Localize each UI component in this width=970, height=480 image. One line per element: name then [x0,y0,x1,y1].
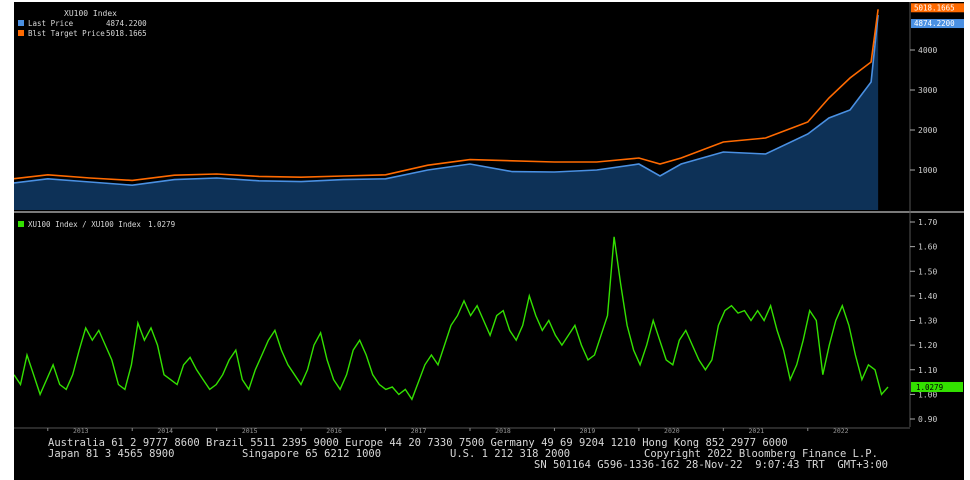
bottom-y-tick-label: 1.60 [918,243,937,252]
bottom-y-tick-label: 1.30 [918,317,937,326]
x-tick-label: 2013 [73,427,89,434]
ratio-legend-value: 1.0279 [148,220,175,229]
chart-frame: 1000 2000 3000 4000 5018.1665 4874.2200 XU100 … [14,2,964,480]
last-price-axis-value: 4874.2200 [914,19,955,28]
bottom-y-tick-label: 1.70 [918,218,937,227]
top-chart-title: XU100 Index [64,9,117,18]
bottom-panel-bg [14,214,964,427]
x-tick-label: 2020 [664,427,680,434]
target-price-legend-value: 5018.1665 [106,29,147,38]
ratio-axis-badge [911,381,963,392]
footer-session-line: SN 501164 G596-1336-162 28-Nov-22 9:07:4… [534,459,889,471]
target-price-legend-swatch [18,30,24,36]
x-tick-label: 2016 [326,427,342,434]
last-price-line [14,14,879,187]
top-y-tick-label: 3000 [918,86,937,95]
bottom-y-tick-label: 1.10 [918,366,937,375]
ratio-line [14,236,889,401]
last-price-axis-badge [911,19,964,29]
x-tick-label: 2014 [157,427,173,434]
last-price-legend-swatch [18,20,24,26]
footer-contacts-line1: Australia 61 2 9777 8600 Brazil 5511 239… [48,437,788,449]
bottom-y-tick-label: 1.40 [918,292,937,301]
bottom-y-tick-label: 1.50 [918,267,937,276]
footer-contacts-line2c: U.S. 1 212 318 2000 [450,448,571,460]
footer-copyright: Copyright 2022 Bloomberg Finance L.P. [644,448,878,460]
chart-svg: 10002000300040005018.16654874.2200XU100 … [14,2,964,434]
footer-contacts-line2b: Singapore 65 6212 1000 [242,448,382,460]
x-tick-label: 2019 [580,427,596,434]
target-price-axis-value: 5018.1665 [914,3,955,12]
target-price-legend-label: Blst Target Price [28,29,105,38]
ratio-legend-label: XU100 Index / XU100 Index [28,220,141,229]
bottom-y-tick-label: 1.00 [918,390,937,399]
target-price-line [14,9,879,182]
target-price-axis-badge [911,3,964,13]
bottom-y-tick-label: 1.20 [918,341,937,350]
x-tick-label: 2021 [749,427,765,434]
footer-contacts-line2a: Japan 81 3 4565 8900 [48,448,175,460]
last-price-area [14,15,879,210]
x-tick-label: 2018 [495,427,511,434]
last-price-legend-value: 4874.2200 [106,19,147,28]
footer: Australia 61 2 9777 8600 Brazil 5511 239… [14,434,964,480]
x-tick-label: 2015 [242,427,258,434]
top-y-tick-label: 2000 [918,126,937,135]
ratio-legend-swatch [18,221,24,227]
last-price-legend-label: Last Price [28,19,74,28]
top-y-tick-label: 4000 [918,46,937,55]
ratio-axis-value: 1.0279 [916,383,943,392]
x-tick-label: 2017 [411,427,427,434]
bottom-y-tick-label: 0.90 [918,415,937,424]
x-tick-label: 2022 [833,427,849,434]
top-y-tick-label: 1000 [918,166,937,175]
